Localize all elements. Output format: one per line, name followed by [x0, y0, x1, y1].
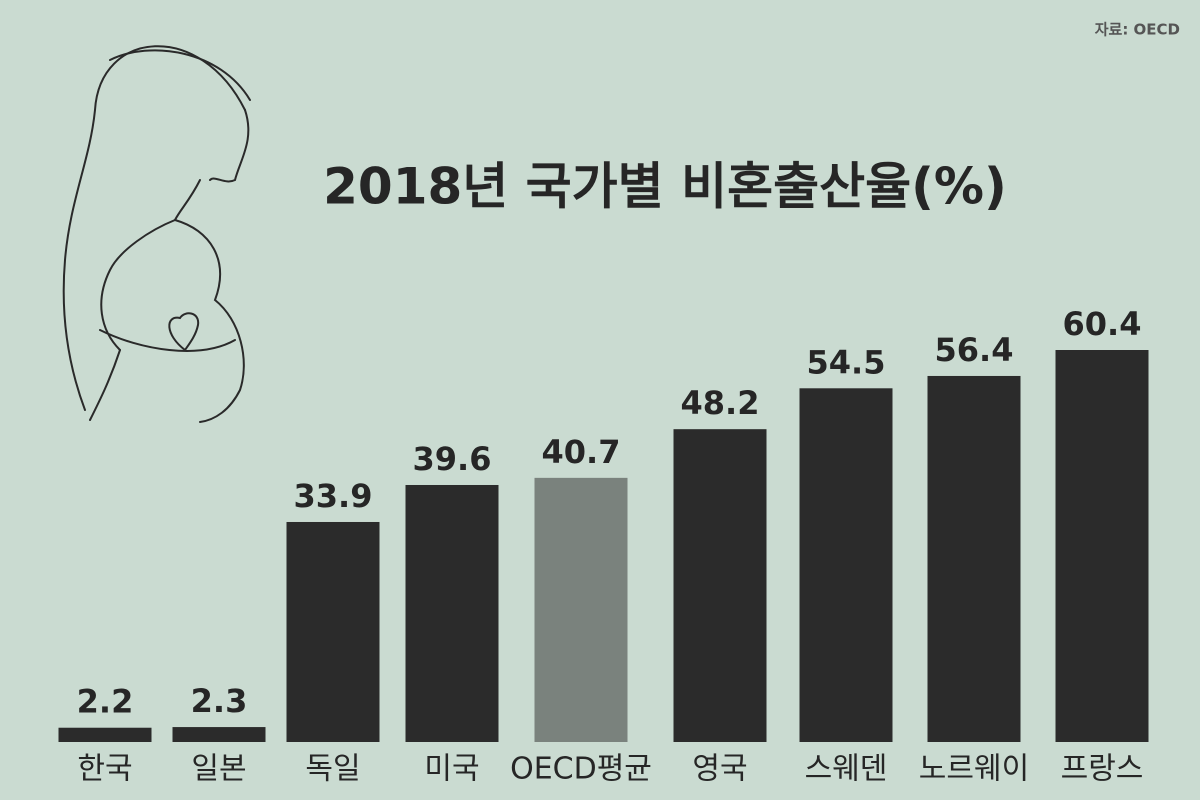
illustration: [62, 45, 251, 423]
value-label: 40.7: [542, 433, 621, 471]
value-label: 33.9: [294, 477, 373, 515]
x-tick-label: 일본: [191, 752, 246, 787]
x-tick-label: OECD평균: [510, 752, 652, 787]
x-tick-label: 프랑스: [1061, 752, 1144, 787]
bar: [58, 727, 152, 742]
x-tick-label: 스웨덴: [805, 752, 888, 787]
value-label: 48.2: [681, 384, 760, 422]
value-label: 56.4: [935, 331, 1014, 369]
bar: [405, 484, 499, 742]
value-label: 60.4: [1063, 305, 1142, 343]
bar: [1055, 350, 1149, 742]
x-tick-label: 미국: [424, 752, 479, 787]
bar: [927, 375, 1021, 742]
value-label: 39.6: [413, 440, 492, 478]
bar: [673, 429, 767, 742]
bar: [286, 521, 380, 742]
value-label: 2.2: [77, 683, 134, 721]
chart-title: 2018년 국가별 비혼출산율(%): [323, 158, 1007, 216]
x-tick-label: 노르웨이: [919, 752, 1029, 787]
bar: [172, 727, 266, 742]
source: 자료: OECD: [1095, 21, 1180, 39]
bar: [799, 388, 893, 742]
bar: [534, 477, 628, 742]
x-tick-label: 한국: [77, 752, 132, 787]
value-label: 54.5: [807, 343, 886, 381]
x-tick-label: 독일: [305, 752, 360, 787]
x-tick-label: 영국: [692, 752, 747, 787]
value-label: 2.3: [191, 682, 248, 720]
